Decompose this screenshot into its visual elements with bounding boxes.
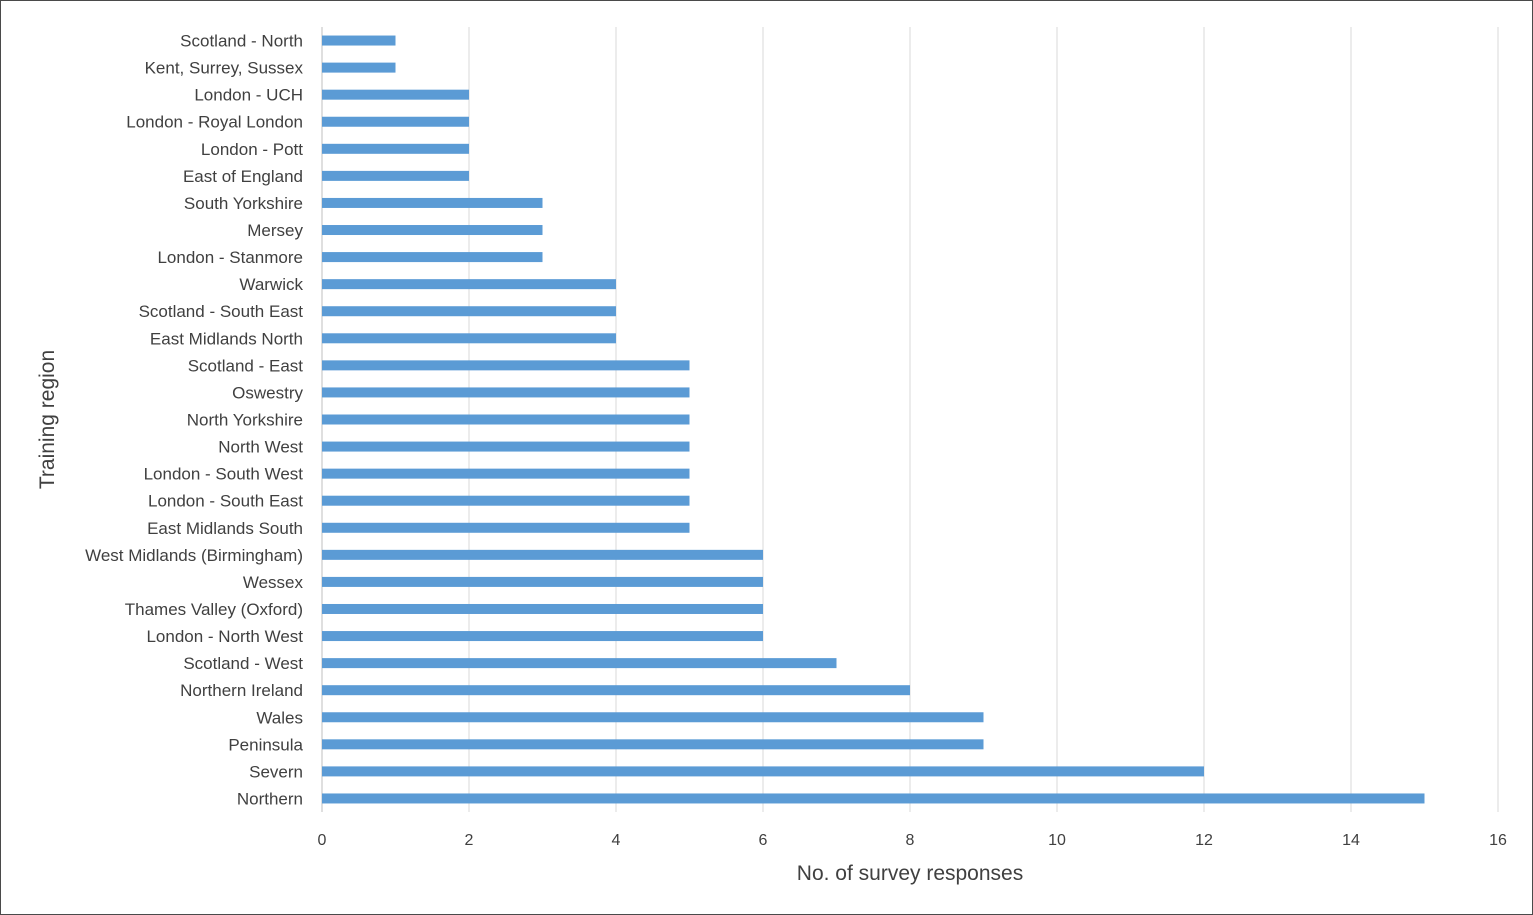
bar	[322, 360, 690, 371]
bar	[322, 549, 763, 560]
category-labels: Scotland - North Kent, Surrey, Sussex Lond…	[85, 32, 303, 809]
bar	[322, 468, 690, 479]
x-tick-label: 16	[1489, 832, 1507, 849]
category-label: London - Royal London	[126, 113, 303, 132]
bar	[322, 35, 396, 46]
category-label: Kent, Surrey, Sussex	[145, 59, 304, 78]
x-tick-label: 14	[1342, 832, 1360, 849]
y-axis-title: Training region	[36, 350, 59, 489]
category-label: Thames Valley (Oxford)	[125, 600, 303, 619]
category-label: London - UCH	[194, 86, 303, 105]
category-label: Scotland - South East	[139, 302, 304, 321]
x-tick-label: 4	[612, 832, 621, 849]
category-label: Northern Ireland	[180, 681, 303, 700]
category-label: Severn	[249, 762, 303, 781]
category-label: Mersey	[247, 221, 303, 240]
category-label: Warwick	[239, 275, 303, 294]
bar	[322, 279, 616, 290]
category-label: Scotland - North	[180, 32, 303, 51]
category-label: East Midlands South	[147, 519, 303, 538]
category-label: North West	[218, 438, 303, 457]
category-label: East of England	[183, 167, 303, 186]
x-tick-label: 2	[465, 832, 474, 849]
category-label: East Midlands North	[150, 329, 303, 348]
bars	[322, 35, 1425, 804]
x-tick-labels: 0 2 4 6 8 10 12 14 16	[318, 832, 1507, 849]
x-axis-title: No. of survey responses	[797, 862, 1023, 885]
category-label: Scotland - East	[188, 356, 304, 375]
category-label: London - North West	[146, 627, 303, 646]
bar	[322, 333, 616, 344]
x-tick-label: 12	[1195, 832, 1213, 849]
bar	[322, 225, 543, 236]
category-label: Wessex	[243, 573, 304, 592]
bar	[322, 658, 837, 669]
category-label: Oswestry	[232, 383, 303, 402]
gridlines	[321, 27, 1499, 812]
x-tick-label: 10	[1048, 832, 1066, 849]
bar	[322, 576, 763, 587]
bar	[322, 495, 690, 506]
bar	[322, 766, 1204, 777]
category-label: Scotland - West	[183, 654, 303, 673]
bar	[322, 116, 469, 127]
category-label: North Yorkshire	[187, 411, 303, 430]
x-tick-label: 8	[906, 832, 915, 849]
bar	[322, 62, 396, 73]
bar	[322, 793, 1425, 804]
bar	[322, 170, 469, 181]
bar	[322, 685, 910, 696]
category-label: London - Pott	[201, 140, 303, 159]
bar	[322, 252, 543, 263]
bar	[322, 306, 616, 317]
category-label: South Yorkshire	[184, 194, 303, 213]
bar	[322, 631, 763, 642]
category-label: Peninsula	[228, 735, 303, 754]
bar	[322, 441, 690, 452]
bar	[322, 143, 469, 154]
category-label: Wales	[256, 708, 303, 727]
bar	[322, 197, 543, 208]
bar	[322, 387, 690, 398]
bar	[322, 739, 984, 750]
category-label: West Midlands (Birmingham)	[85, 546, 303, 565]
category-label: London - Stanmore	[157, 248, 303, 267]
bar	[322, 89, 469, 100]
bar	[322, 414, 690, 425]
category-label: London - South West	[144, 465, 304, 484]
x-tick-label: 6	[759, 832, 768, 849]
bar	[322, 712, 984, 723]
bar	[322, 522, 690, 533]
bar	[322, 603, 763, 614]
x-tick-label: 0	[318, 832, 327, 849]
category-label: Northern	[237, 789, 303, 808]
category-label: London - South East	[148, 492, 303, 511]
